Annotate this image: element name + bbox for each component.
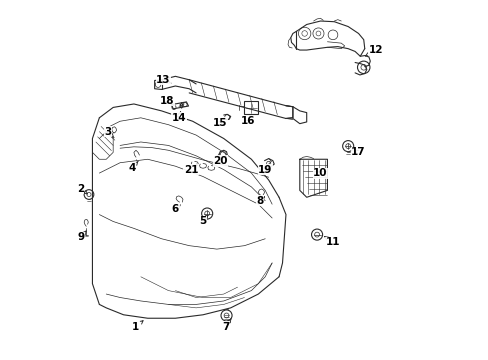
Text: 12: 12 xyxy=(365,45,382,56)
Text: 16: 16 xyxy=(240,116,255,126)
Text: 17: 17 xyxy=(350,147,365,157)
Text: 9: 9 xyxy=(78,231,86,242)
Text: 5: 5 xyxy=(199,215,207,226)
Text: 3: 3 xyxy=(104,127,114,138)
Text: 14: 14 xyxy=(171,112,186,123)
Text: 18: 18 xyxy=(159,95,174,105)
Bar xyxy=(244,101,258,114)
Text: 2: 2 xyxy=(77,184,87,194)
Text: 15: 15 xyxy=(213,118,227,128)
Text: 13: 13 xyxy=(156,75,171,85)
Text: 20: 20 xyxy=(213,156,227,166)
Text: 1: 1 xyxy=(132,321,143,332)
Text: 7: 7 xyxy=(222,319,230,332)
Text: 6: 6 xyxy=(171,204,180,214)
Text: 21: 21 xyxy=(183,164,198,175)
Text: 19: 19 xyxy=(258,165,272,175)
Text: 11: 11 xyxy=(324,237,339,247)
Text: 4: 4 xyxy=(128,161,138,173)
Text: 8: 8 xyxy=(256,196,264,206)
Text: 10: 10 xyxy=(313,168,327,178)
